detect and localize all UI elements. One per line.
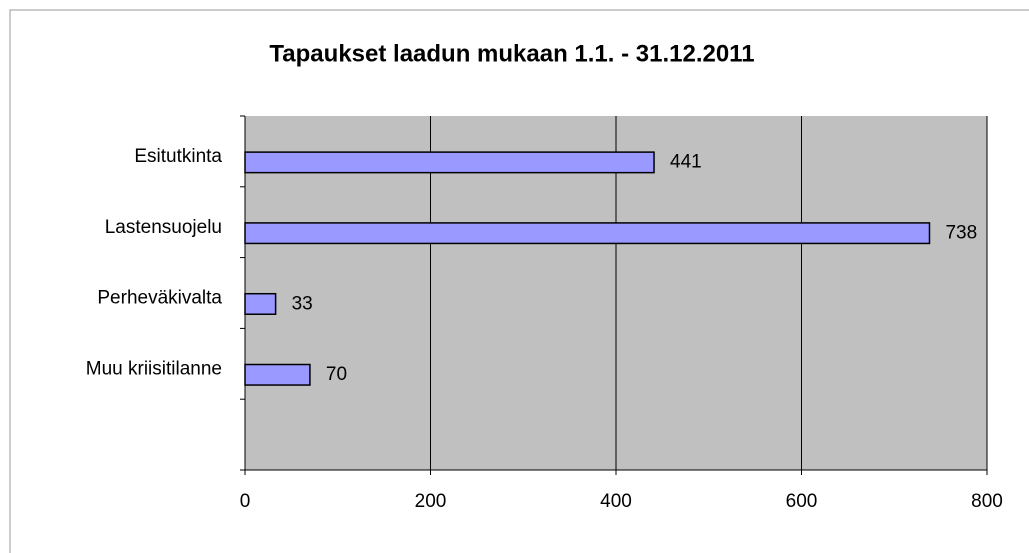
bar xyxy=(244,151,655,174)
bar xyxy=(244,363,311,386)
value-label: 33 xyxy=(292,293,313,314)
x-tick-label: 200 xyxy=(415,491,447,512)
x-tick-label: 800 xyxy=(971,491,1003,512)
value-label: 70 xyxy=(326,364,347,385)
bar xyxy=(244,292,277,315)
y-tick-label: Perheväkivalta xyxy=(97,288,222,309)
chart-title: Tapaukset laadun mukaan 1.1. - 31.12.201… xyxy=(269,40,754,67)
y-tick-label: Lastensuojelu xyxy=(105,217,222,238)
x-tick-label: 400 xyxy=(600,491,632,512)
y-tick-label: Muu kriisitilanne xyxy=(86,358,222,379)
x-tick-label: 600 xyxy=(786,491,818,512)
value-label: 738 xyxy=(945,223,977,244)
x-tick-label: 0 xyxy=(240,491,251,512)
frame xyxy=(9,9,1029,553)
bar xyxy=(244,222,931,245)
y-tick-label: Esitutkinta xyxy=(134,146,222,167)
value-label: 441 xyxy=(670,152,702,173)
